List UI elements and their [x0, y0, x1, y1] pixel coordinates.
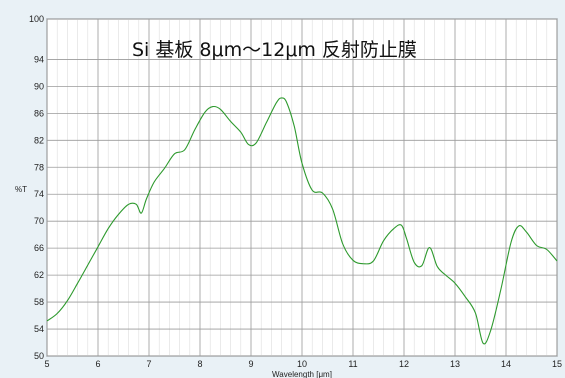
- grid: [46, 18, 558, 357]
- y-tick-label: 66: [34, 243, 44, 253]
- y-tick-label: 94: [34, 54, 44, 64]
- x-tick-label: 15: [552, 359, 562, 369]
- y-tick-label: 54: [34, 324, 44, 334]
- y-tick-label: 50: [34, 351, 44, 361]
- y-tick-label: 62: [34, 270, 44, 280]
- y-tick-label: 82: [34, 135, 44, 145]
- x-tick-label: 11: [348, 359, 357, 369]
- x-tick-label: 9: [248, 359, 253, 369]
- chart-title: Si 基板 8μm～12μm 反射防止膜: [132, 39, 417, 61]
- x-tick-label: 8: [197, 359, 202, 369]
- x-tick-label: 10: [297, 359, 307, 369]
- y-tick-label: 74: [34, 189, 44, 199]
- y-tick-label: 90: [34, 81, 44, 91]
- x-tick-label: 14: [501, 359, 511, 369]
- y-tick-label: 86: [34, 108, 44, 118]
- y-tick-label: 78: [34, 162, 44, 172]
- y-tick-label: 100: [29, 14, 44, 24]
- transmittance-curve: [46, 97, 558, 345]
- y-tick-label: 70: [34, 216, 44, 226]
- x-tick-label: 13: [450, 359, 460, 369]
- y-tick-labels: 50 54 58 62 66 70 74 78 82 86 90 94 100: [29, 14, 44, 361]
- y-axis-label: %T: [15, 185, 27, 194]
- y-tick-label: 58: [34, 297, 44, 307]
- x-tick-label: 6: [95, 359, 100, 369]
- x-axis-label: Wavelength [μm]: [272, 370, 332, 378]
- x-tick-labels: 5 6 7 8 9 10 11 12 13 14 15: [44, 359, 562, 369]
- x-tick-label: 7: [146, 359, 151, 369]
- x-tick-label: 5: [44, 359, 49, 369]
- x-tick-label: 12: [399, 359, 409, 369]
